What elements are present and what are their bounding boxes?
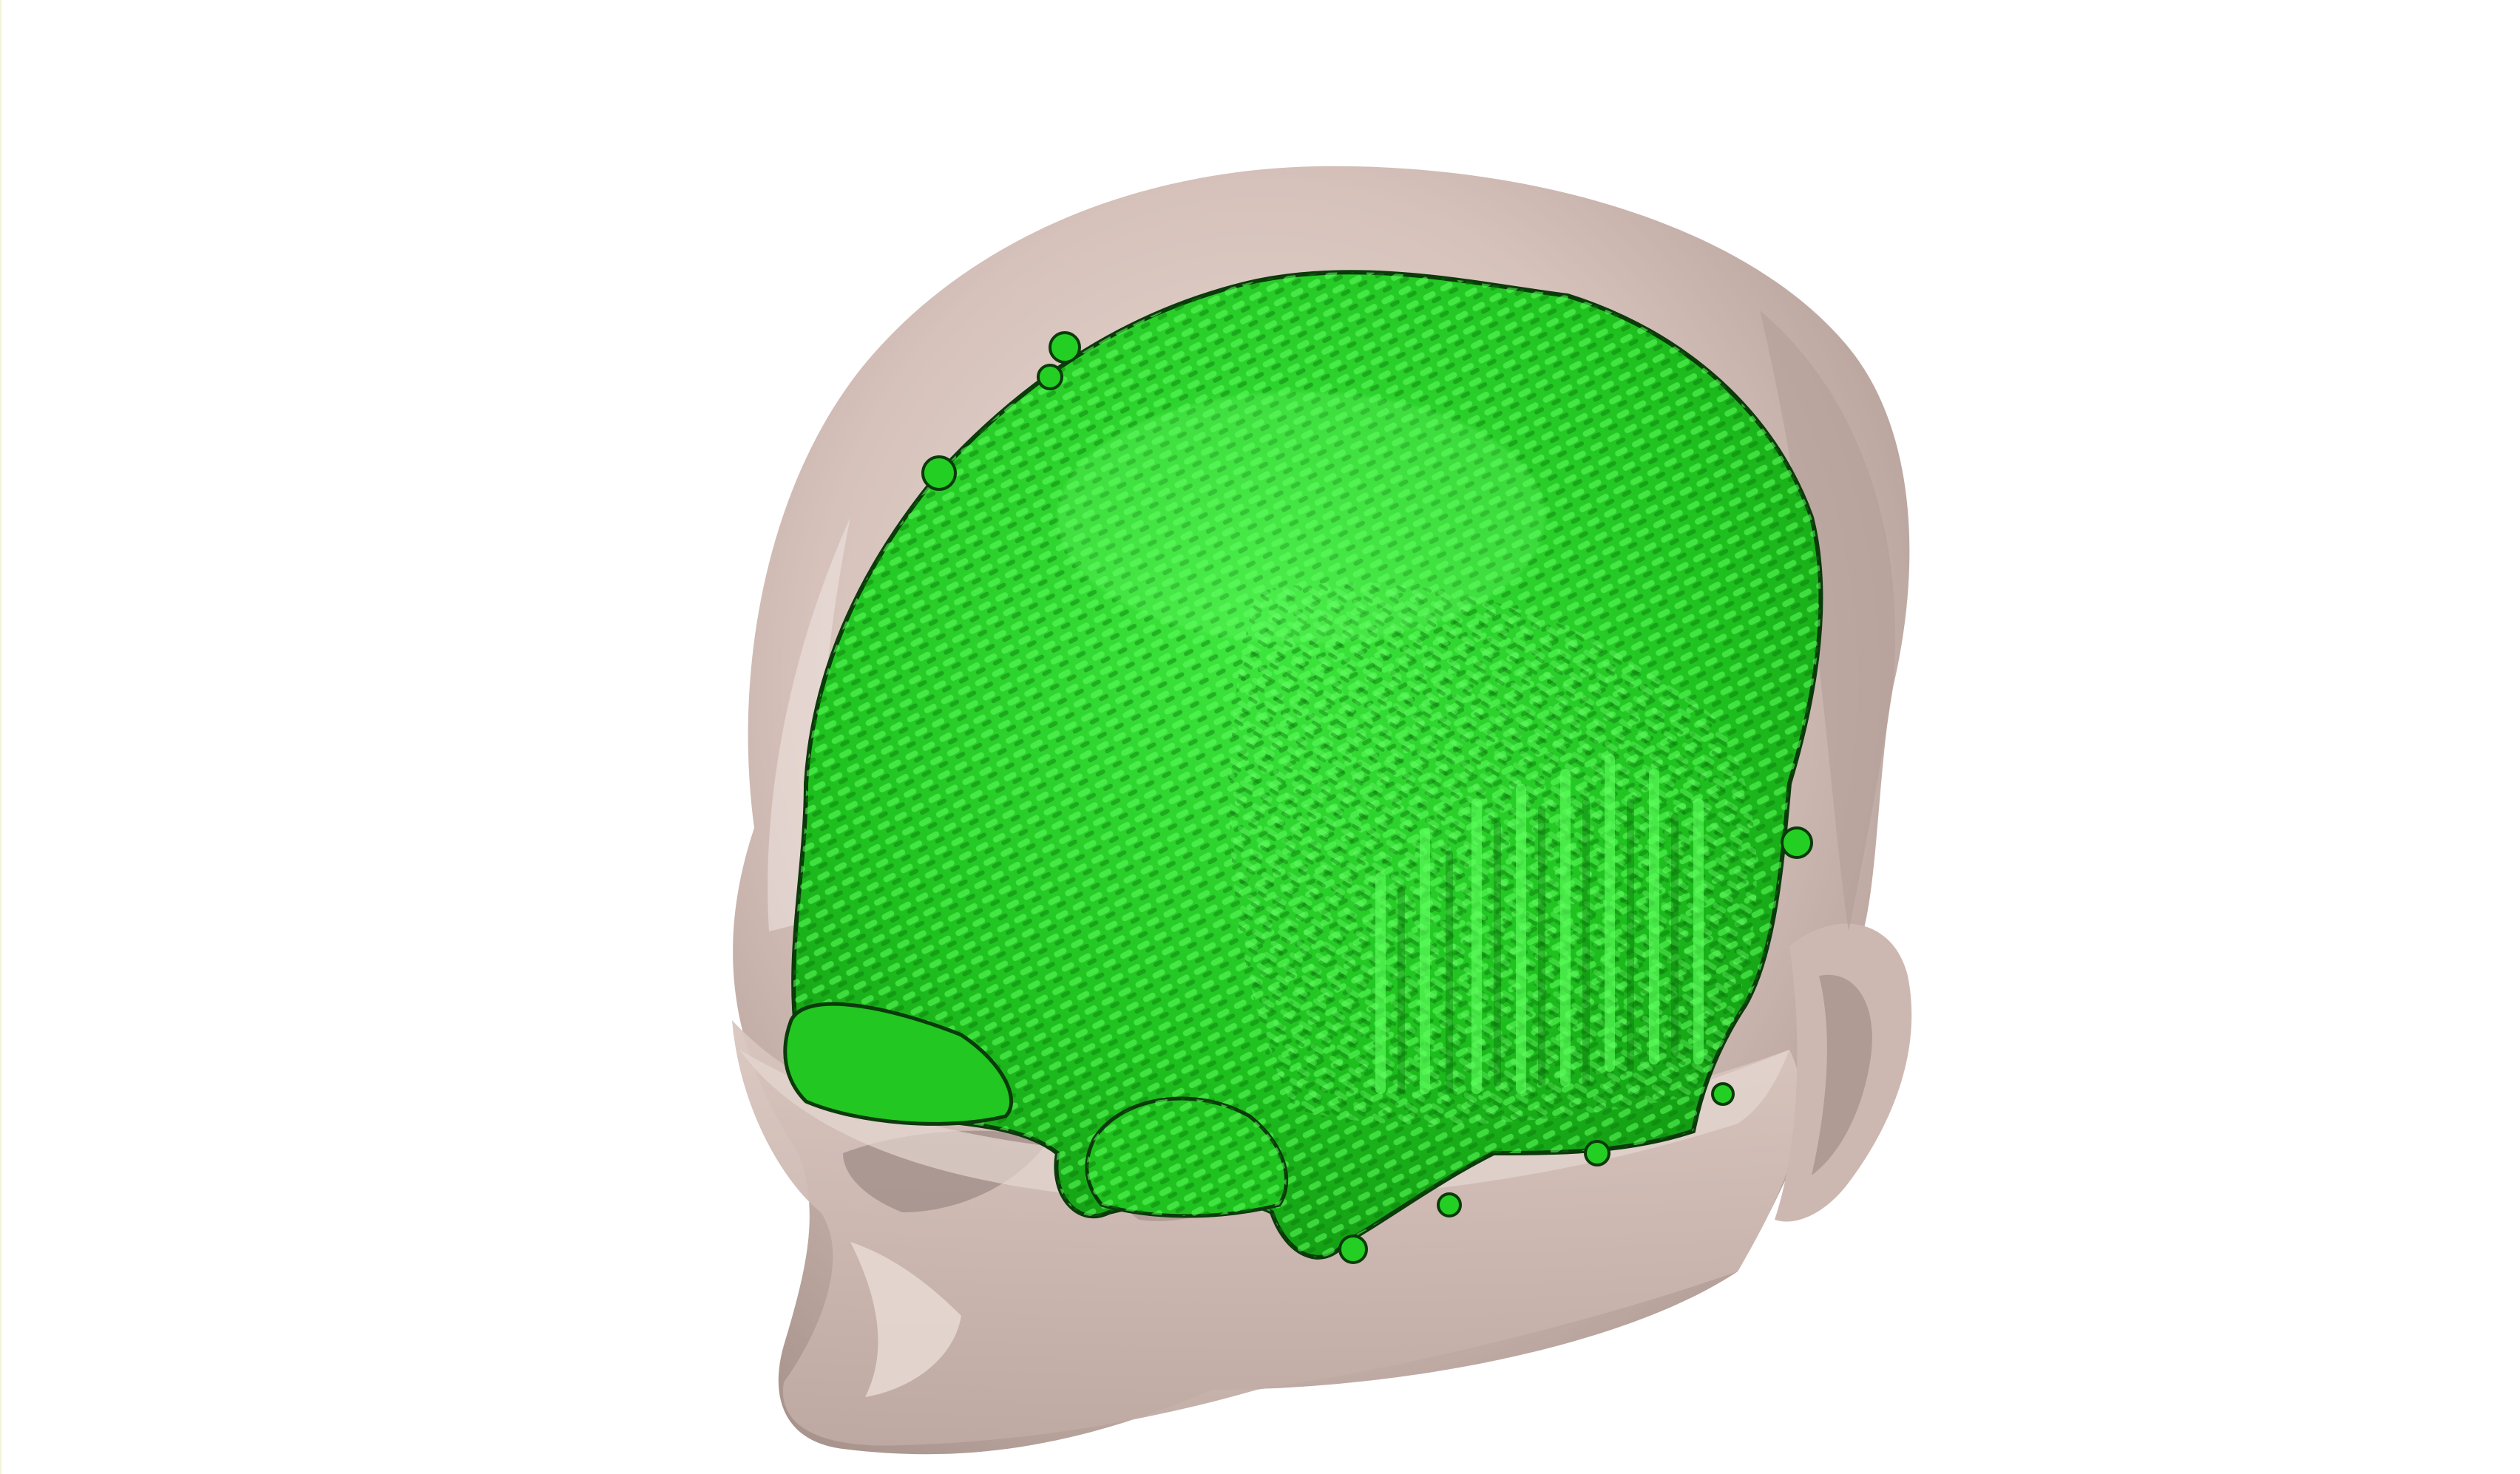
viewport-edge (0, 0, 1, 1474)
segmentation-overlay[interactable] (783, 270, 1823, 1264)
